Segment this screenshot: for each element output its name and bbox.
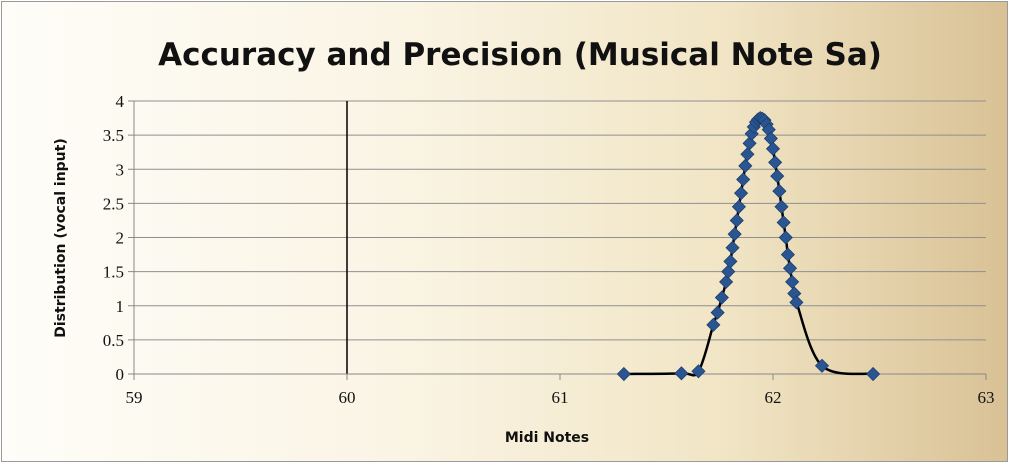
x-axis-title: Midi Notes bbox=[505, 430, 589, 446]
axis-ticks: 0 0.5 1 1.5 2 2.5 3 3.5 4 59 60 61 62 63 bbox=[103, 92, 995, 407]
data-point-31 bbox=[772, 184, 787, 199]
y-tick-label: 4 bbox=[116, 92, 125, 111]
data-point-8 bbox=[723, 254, 738, 269]
y-tick-label: 2.5 bbox=[103, 194, 124, 213]
y-tick-label: 3 bbox=[116, 160, 125, 179]
data-point-4 bbox=[710, 305, 725, 320]
data-point-30 bbox=[770, 169, 785, 184]
y-tick-label: 1 bbox=[116, 297, 125, 316]
data-point-13 bbox=[733, 186, 749, 201]
data-point-3 bbox=[706, 317, 721, 332]
y-tick-label: 2 bbox=[116, 229, 125, 248]
data-point-2 bbox=[691, 364, 706, 379]
data-point-41 bbox=[866, 366, 881, 382]
data-point-10 bbox=[727, 227, 742, 242]
data-point-34 bbox=[778, 230, 793, 245]
data-point-40 bbox=[814, 358, 830, 373]
gridlines bbox=[134, 100, 986, 341]
y-tick-label: 0.5 bbox=[103, 331, 124, 350]
data-point-0 bbox=[616, 366, 631, 382]
y-tick-label: 1.5 bbox=[103, 263, 124, 282]
y-tick-label: 0 bbox=[116, 365, 125, 384]
data-point-39 bbox=[789, 295, 804, 310]
data-point-37 bbox=[785, 274, 800, 289]
x-tick-label: 63 bbox=[978, 388, 995, 407]
data-point-32 bbox=[774, 199, 789, 214]
data-point-11 bbox=[729, 213, 744, 228]
data-point-12 bbox=[731, 199, 746, 214]
chart-title: Accuracy and Precision (Musical Note Sa) bbox=[158, 37, 882, 73]
data-point-6 bbox=[719, 274, 734, 289]
y-axis-title: Distribution (vocal input) bbox=[53, 138, 69, 338]
data-point-14 bbox=[736, 172, 751, 187]
data-point-29 bbox=[768, 155, 783, 170]
data-point-16 bbox=[740, 147, 755, 162]
data-point-17 bbox=[742, 136, 757, 151]
data-point-15 bbox=[738, 158, 753, 173]
y-tick-label: 3.5 bbox=[103, 126, 124, 145]
data-point-35 bbox=[780, 247, 795, 262]
data-point-7 bbox=[721, 264, 736, 279]
x-tick-label: 61 bbox=[552, 388, 569, 407]
data-points bbox=[616, 110, 881, 382]
x-tick-label: 62 bbox=[765, 388, 782, 407]
data-point-28 bbox=[765, 141, 781, 156]
x-tick-label: 60 bbox=[339, 388, 356, 407]
data-point-9 bbox=[725, 240, 740, 255]
x-tick-label: 59 bbox=[126, 388, 143, 407]
data-point-5 bbox=[714, 290, 729, 305]
data-point-36 bbox=[782, 261, 798, 276]
data-point-33 bbox=[776, 215, 791, 230]
data-point-1 bbox=[674, 366, 689, 381]
